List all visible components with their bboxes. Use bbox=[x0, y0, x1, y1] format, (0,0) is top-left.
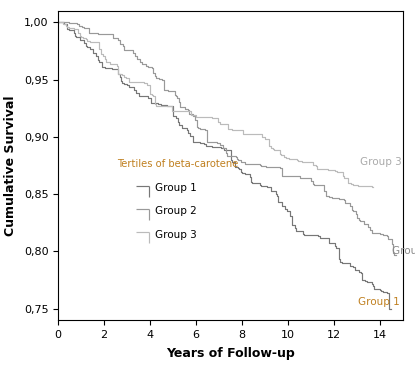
Text: Group 3: Group 3 bbox=[360, 157, 402, 167]
Text: Group 1: Group 1 bbox=[154, 183, 196, 193]
X-axis label: Years of Follow-up: Years of Follow-up bbox=[166, 347, 295, 360]
Y-axis label: Cumulative Survival: Cumulative Survival bbox=[4, 95, 17, 236]
Text: Group 2: Group 2 bbox=[392, 247, 415, 256]
Text: Group 3: Group 3 bbox=[154, 230, 196, 240]
Text: Tertiles of beta-carotene: Tertiles of beta-carotene bbox=[117, 159, 238, 169]
Text: Group 2: Group 2 bbox=[154, 206, 196, 216]
Text: Group 1: Group 1 bbox=[358, 297, 400, 307]
